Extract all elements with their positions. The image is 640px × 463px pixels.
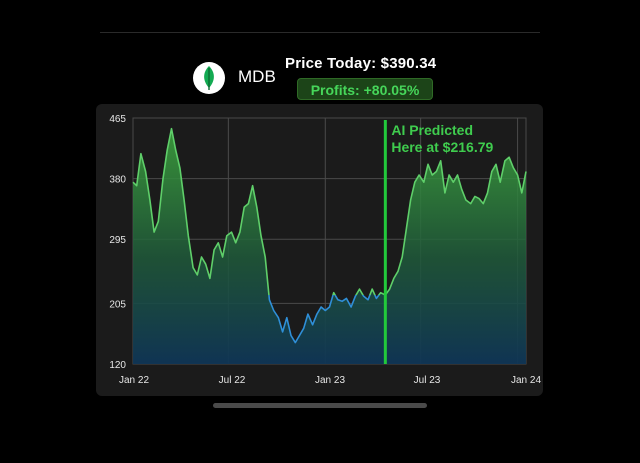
ticker-symbol: MDB xyxy=(238,67,276,86)
x-tick-label: Jan 24 xyxy=(511,375,541,386)
area-fill xyxy=(133,128,526,364)
profits-badge: Profits: +80.05% xyxy=(297,78,433,100)
y-tick-label: 295 xyxy=(109,235,126,246)
chart-line xyxy=(132,127,527,344)
x-tick-label: Jul 23 xyxy=(414,375,441,386)
x-tick-label: Jul 22 xyxy=(219,375,246,386)
price-chart-card: AI Predicted Here at $216.79 465 380 295 205… xyxy=(96,104,543,396)
prediction-label-line2: Here at $216.79 xyxy=(391,139,493,155)
y-tick-label: 205 xyxy=(109,299,126,310)
mongodb-logo xyxy=(193,62,225,94)
y-tick-label: 380 xyxy=(109,175,126,186)
price-today-label: Price Today: $390.34 xyxy=(285,55,437,72)
leaf-icon xyxy=(204,66,214,90)
prediction-label-line1: AI Predicted xyxy=(391,122,473,138)
y-tick-label: 120 xyxy=(109,360,126,371)
chart-area xyxy=(133,128,526,364)
series-line-above xyxy=(132,127,527,295)
x-tick-label: Jan 22 xyxy=(119,375,149,386)
chart-ticks: 465 380 295 205 120 Jan 22 Jul 22 Jan 23 Jul 23 J… xyxy=(109,114,541,386)
scroll-indicator xyxy=(213,403,427,408)
series-line-below xyxy=(268,294,387,344)
top-divider xyxy=(100,32,540,33)
x-tick-label: Jan 23 xyxy=(315,375,345,386)
y-tick-label: 465 xyxy=(109,114,126,125)
